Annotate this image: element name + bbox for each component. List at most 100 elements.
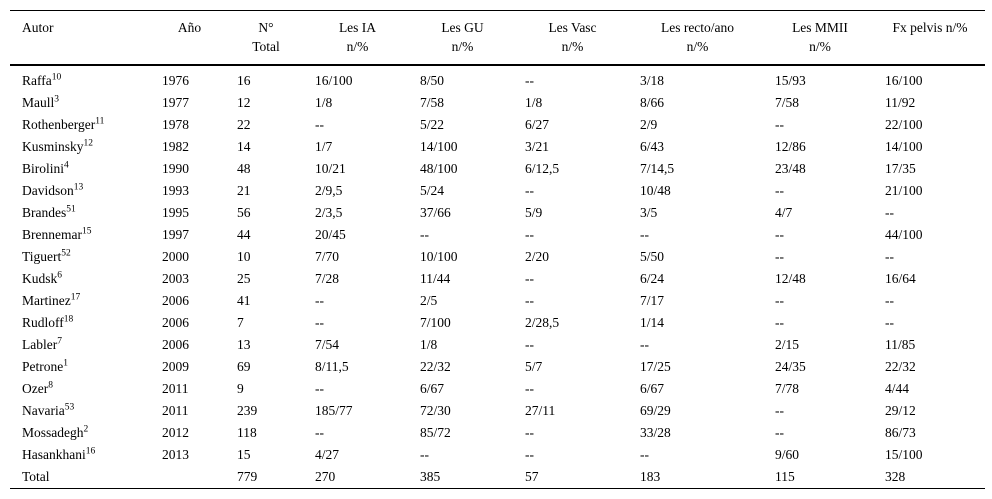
data-cell-recto: --: [640, 447, 649, 462]
column-sublabel: n/%: [561, 39, 584, 54]
author-name: Mossadegh: [22, 425, 84, 440]
data-cell-gu: 72/30: [420, 403, 451, 418]
author-name: Davidson: [22, 183, 74, 198]
data-cell-vasc: 5/9: [525, 205, 543, 220]
column-label: Les Vasc: [548, 20, 597, 35]
data-cell-ia: 1/8: [315, 95, 333, 110]
data-cell-fx: --: [885, 249, 894, 264]
data-cell-ano: 2000: [162, 249, 189, 264]
data-cell-ano: 2012: [162, 425, 189, 440]
data-cell-mmii: 7/58: [775, 95, 800, 110]
table-row: Petrone1 2009 69 8/11,5 22/32 5/7 17/25 24/35 22…: [10, 356, 985, 378]
data-cell-mmii: 9/60: [775, 447, 800, 462]
author-cell: Brennemar15: [10, 224, 152, 246]
data-cell-fx: --: [885, 205, 894, 220]
author-name: Navaria: [22, 403, 65, 418]
data-cell-total: 69: [237, 359, 251, 374]
reference-superscript: 13: [73, 182, 84, 193]
data-cell-ia: 4/27: [315, 447, 340, 462]
column-header-les-ia: Les IA n/%: [305, 10, 410, 66]
data-cell-gu: 7/58: [420, 95, 445, 110]
table-row: Navaria53 2011 239 185/77 72/30 27/11 69/29 -- 2…: [10, 400, 985, 422]
data-cell-gu: 5/24: [420, 183, 445, 198]
data-cell-gu: 22/32: [420, 359, 451, 374]
data-cell-ano: 2011: [162, 403, 189, 418]
column-header-les-mmii: Les MMII n/%: [765, 10, 875, 66]
data-cell-recto: 7/14,5: [640, 161, 675, 176]
table-header: Autor Año N° Total Les IA n/% Les GU: [10, 10, 985, 66]
column-label: Autor: [22, 20, 54, 35]
column-header-fx-pelvis: Fx pelvis n/%: [875, 10, 985, 66]
data-cell-recto: --: [640, 227, 649, 242]
author-cell: Tiguert52: [10, 246, 152, 268]
reference-superscript: 3: [54, 94, 59, 105]
data-cell-vasc: --: [525, 337, 534, 352]
reference-superscript: 7: [57, 336, 62, 347]
data-cell-vasc: 2/20: [525, 249, 550, 264]
data-cell-total: 12: [237, 95, 251, 110]
data-cell-mmii: 15/93: [775, 73, 806, 88]
data-cell-mmii: --: [775, 425, 784, 440]
column-header-les-recto-ano: Les recto/ano n/%: [630, 10, 765, 66]
data-cell-vasc: 1/8: [525, 95, 543, 110]
data-cell-ia: 20/45: [315, 227, 346, 242]
table-row: Birolini4 1990 48 10/21 48/100 6/12,5 7/14,5 23…: [10, 158, 985, 180]
data-cell-ia: --: [315, 315, 324, 330]
data-cell-ia: --: [315, 117, 324, 132]
data-cell-mmii: --: [775, 403, 784, 418]
author-name: Martinez: [22, 293, 71, 308]
data-cell-fx: --: [885, 315, 894, 330]
reference-superscript: 8: [48, 380, 53, 391]
data-cell-recto: --: [640, 337, 649, 352]
table-row: Rothenberger11 1978 22 -- 5/22 6/27 2/9 -- 22/10…: [10, 114, 985, 136]
data-cell-mmii: --: [775, 183, 784, 198]
author-cell: Hasankhani16: [10, 444, 152, 466]
data-cell-vasc: 2/28,5: [525, 315, 560, 330]
reference-superscript: 6: [57, 270, 63, 281]
author-name: Maull: [22, 95, 55, 110]
author-name: Raffa: [22, 73, 52, 88]
data-cell-fx: 21/100: [885, 183, 923, 198]
author-name: Birolini: [22, 161, 65, 176]
data-cell-gu: 385: [420, 469, 441, 484]
data-cell-total: 44: [237, 227, 251, 242]
reference-superscript: 15: [81, 226, 92, 237]
data-cell-mmii: 4/7: [775, 205, 793, 220]
data-cell-gu: 85/72: [420, 425, 451, 440]
data-cell-total: 239: [237, 403, 258, 418]
data-cell-ia: 185/77: [315, 403, 353, 418]
data-cell-vasc: 57: [525, 469, 539, 484]
data-cell-ano: 1978: [162, 117, 189, 132]
data-cell-mmii: 7/78: [775, 381, 800, 396]
data-cell-mmii: 23/48: [775, 161, 806, 176]
author-name: Brennemar: [22, 227, 82, 242]
table-row: Kusminsky12 1982 14 1/7 14/100 3/21 6/43 12/86 1…: [10, 136, 985, 158]
data-cell-ano: 2006: [162, 293, 189, 308]
reference-superscript: 18: [63, 314, 74, 325]
column-header-n-total: N° Total: [227, 10, 305, 66]
data-cell-ano: [152, 466, 227, 489]
data-cell-gu: --: [420, 447, 429, 462]
data-cell-vasc: --: [525, 183, 534, 198]
column-label: N°: [258, 20, 274, 35]
data-cell-ano: 1995: [162, 205, 189, 220]
data-cell-ia: --: [315, 425, 324, 440]
data-cell-fx: 11/85: [885, 337, 916, 352]
data-cell-total: 48: [237, 161, 251, 176]
data-cell-total: 21: [237, 183, 251, 198]
data-cell-fx: 22/100: [885, 117, 923, 132]
reference-superscript: 12: [83, 138, 94, 149]
data-cell-vasc: --: [525, 425, 534, 440]
data-cell-fx: --: [885, 293, 894, 308]
data-cell-ano: 2013: [162, 447, 189, 462]
column-sublabel: n/%: [809, 39, 831, 54]
author-name: Rothenberger: [22, 117, 96, 132]
data-cell-vasc: 6/27: [525, 117, 550, 132]
data-cell-vasc: 5/7: [525, 359, 543, 374]
column-sublabel: n/%: [451, 39, 474, 54]
column-header-les-gu: Les GU n/%: [410, 10, 515, 66]
author-cell: Brandes51: [10, 202, 152, 224]
data-cell-ia: 270: [315, 469, 336, 484]
data-cell-gu: 8/50: [420, 73, 445, 88]
author-cell: Kusminsky12: [10, 136, 152, 158]
